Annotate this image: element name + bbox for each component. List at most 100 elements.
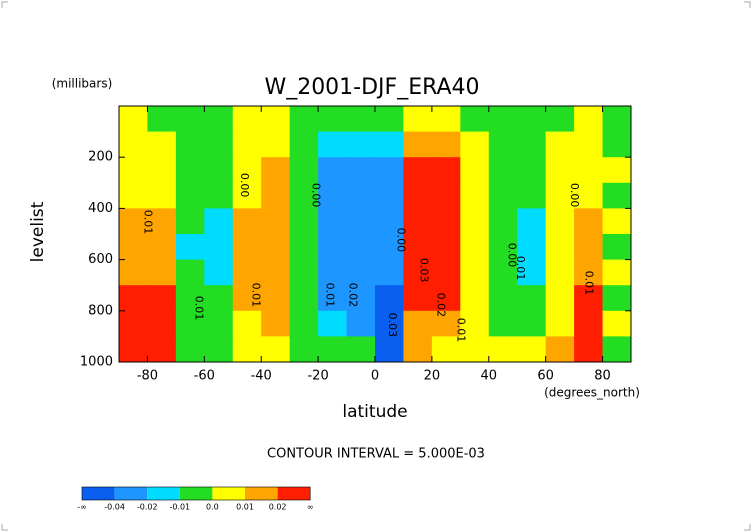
contour-cell (545, 285, 575, 312)
contour-cell (204, 336, 234, 363)
contour-cell (517, 106, 547, 133)
colorbar-label: -∞ (77, 503, 87, 512)
contour-cell (147, 157, 177, 184)
x-tick-label: 60 (537, 369, 554, 384)
y-axis-label: levelist (28, 201, 48, 262)
contour-cell (431, 106, 461, 133)
contour-cell (204, 157, 234, 184)
contour-cell (460, 285, 490, 312)
contour-label: 0.01 (141, 210, 154, 235)
contour-cell (318, 208, 348, 235)
contour-cell (403, 285, 433, 312)
contour-cell (232, 310, 262, 337)
contour-cell (488, 336, 518, 363)
contour-cell (119, 208, 148, 235)
contour-cell (517, 259, 547, 286)
x-tick-label: 80 (594, 369, 611, 384)
contour-cell (318, 310, 348, 337)
x-tick-label: -20 (307, 369, 328, 384)
contour-cell (204, 310, 234, 337)
contour-cell (574, 285, 604, 312)
contour-cell (119, 234, 148, 261)
contour-cell (545, 208, 575, 235)
contour-cell (232, 182, 262, 209)
colorbar-label: 0.02 (269, 503, 287, 512)
contour-cell (460, 310, 490, 337)
contour-cell (403, 336, 433, 363)
contour-cell (403, 182, 433, 209)
contour-cell (517, 157, 547, 184)
contour-cell (431, 310, 461, 337)
contour-cell (545, 106, 575, 133)
contour-cell (574, 157, 604, 184)
contour-cell (232, 208, 262, 235)
contour-cell (232, 157, 262, 184)
contour-cell (403, 106, 433, 133)
contour-cell (346, 106, 376, 133)
contour-cell (375, 131, 404, 158)
contour-cell (375, 310, 404, 337)
contour-cell (175, 310, 205, 337)
x-tick-label: -40 (251, 369, 272, 384)
contour-cell (318, 182, 348, 209)
contour-cell (232, 285, 262, 312)
contour-cell (204, 182, 234, 209)
contour-cell (403, 208, 433, 235)
contour-cell (289, 259, 319, 286)
contour-cell (602, 259, 632, 286)
footnote: CONTOUR INTERVAL = 5.000E-03 (267, 447, 485, 462)
contour-cell (261, 182, 291, 209)
contour-label: 0.02 (434, 293, 447, 318)
contour-cell (261, 285, 291, 312)
contour-cell (232, 259, 262, 286)
contour-cell (488, 310, 518, 337)
contour-cell (204, 106, 234, 133)
contour-cell (460, 182, 490, 209)
contour-cell (545, 336, 575, 363)
contour-cell (119, 285, 148, 312)
contour-cell (346, 208, 376, 235)
contour-cell (147, 234, 177, 261)
contour-cell (289, 182, 319, 209)
contour-cell (517, 310, 547, 337)
contour-cell (517, 208, 547, 235)
contour-cell (545, 259, 575, 286)
y-tick-label: 1000 (80, 355, 113, 370)
contour-cell (460, 234, 490, 261)
contour-cell (147, 336, 177, 363)
contour-label: 0.00 (568, 183, 581, 208)
contour-cell (545, 157, 575, 184)
contour-cell (261, 106, 291, 133)
contour-cell (574, 131, 604, 158)
contour-cell (574, 310, 604, 337)
contour-cell (232, 131, 262, 158)
contour-cell (318, 157, 348, 184)
contour-cell (175, 259, 205, 286)
contour-label: 0.01 (250, 283, 263, 308)
colorbar-box (179, 487, 213, 500)
contour-cell (517, 285, 547, 312)
colorbar-label: -0.04 (104, 503, 125, 512)
y-tick-label: 800 (88, 303, 113, 318)
contour-cell (375, 182, 404, 209)
contour-cell (175, 234, 205, 261)
contour-cell (488, 208, 518, 235)
contour-cell (375, 336, 404, 363)
contour-cell (545, 131, 575, 158)
contour-cell (431, 208, 461, 235)
contour-cell (147, 285, 177, 312)
contour-cell (460, 131, 490, 158)
contour-cell (431, 285, 461, 312)
contour-label: 0.01 (193, 296, 206, 321)
contour-cell (574, 234, 604, 261)
contour-cell (403, 131, 433, 158)
contour-cell (261, 157, 291, 184)
contour-cell (574, 259, 604, 286)
contour-cell (460, 208, 490, 235)
x-tick-label: 0 (371, 369, 379, 384)
contour-cell (375, 285, 404, 312)
contour-label: 0.00 (238, 173, 251, 198)
contour-cell (403, 259, 433, 286)
contour-cell (289, 208, 319, 235)
